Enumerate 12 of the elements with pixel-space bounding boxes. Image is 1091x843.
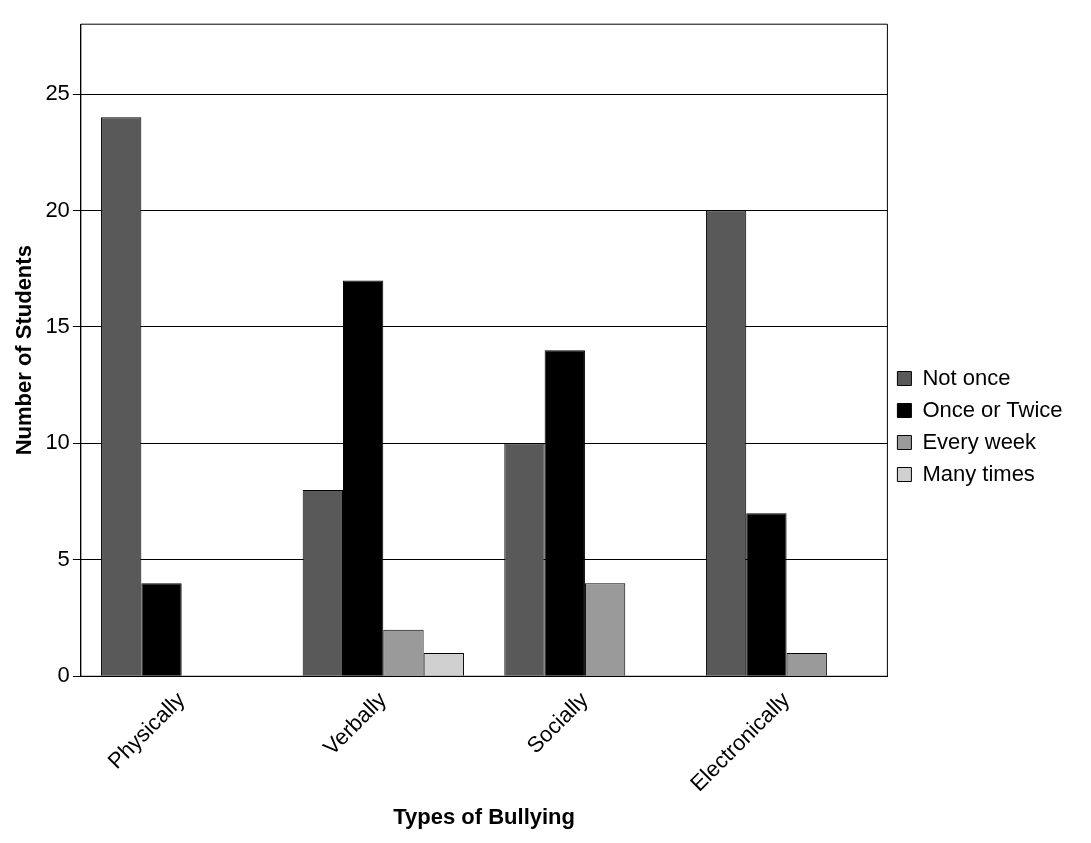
y-tick-label: 10	[45, 429, 70, 455]
y-tick-label: 5	[57, 545, 70, 571]
y-tick-label: 25	[45, 80, 70, 106]
y-tick-label: 20	[45, 196, 70, 222]
y-axis-title: Number of Students	[11, 245, 37, 456]
y-tick-label: 15	[45, 313, 70, 339]
legend-label: Many times	[922, 460, 1035, 486]
x-axis-title: Types of Bullying	[393, 803, 575, 829]
y-tick-label: 0	[57, 662, 70, 688]
legend-label: Once or Twice	[922, 396, 1063, 422]
legend-label: Every week	[922, 428, 1038, 454]
legend-label: Not once	[922, 364, 1011, 390]
